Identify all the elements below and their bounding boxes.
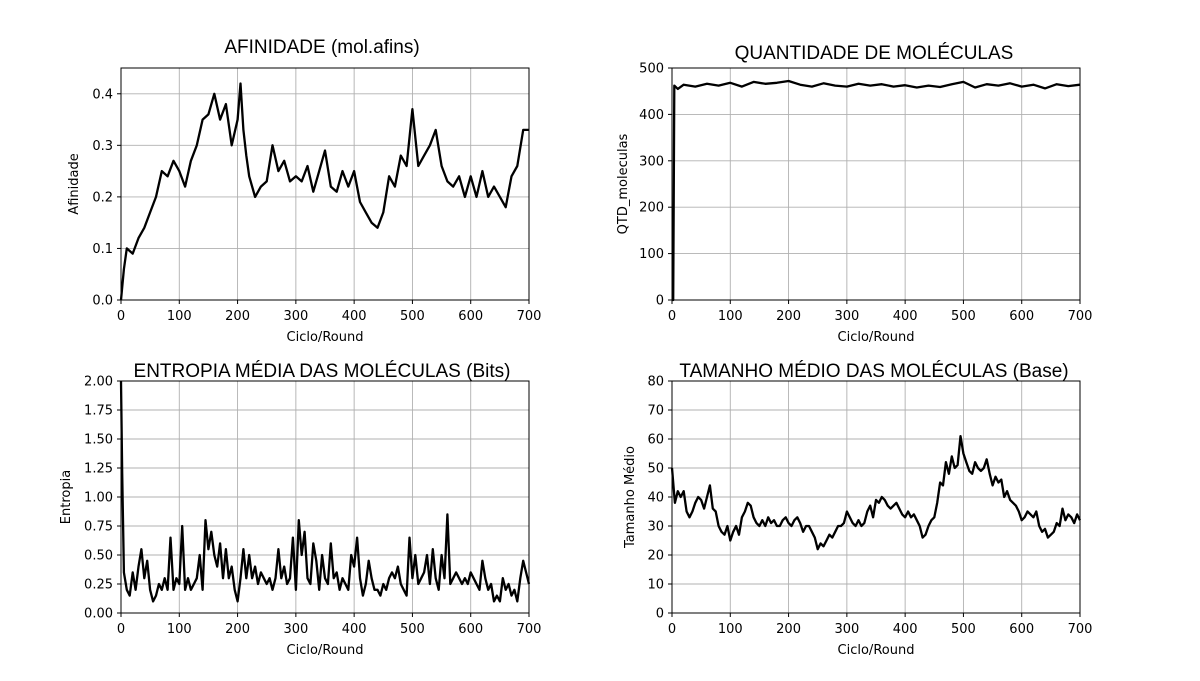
x-tick-label: 600 xyxy=(1009,309,1034,324)
y-tick-label: 0.50 xyxy=(84,549,113,564)
panel-title: QUANTIDADE DE MOLÉCULAS xyxy=(735,43,1014,64)
y-tick-label: 0.0 xyxy=(92,294,113,309)
y-tick-label: 100 xyxy=(639,247,664,262)
x-tick-label: 700 xyxy=(517,309,542,324)
panel-afinidade: AFINIDADE (mol.afins) 0 100 200 300 400 500 60… xyxy=(67,37,541,345)
x-tick-label: 100 xyxy=(718,622,743,637)
x-tick-label: 0 xyxy=(668,622,676,637)
x-tick-label: 200 xyxy=(225,309,250,324)
x-tick-label: 0 xyxy=(117,622,125,637)
y-tick-label: 10 xyxy=(647,578,664,593)
data-series-line xyxy=(672,79,1081,302)
x-tick-label: 400 xyxy=(342,622,367,637)
x-tick-label: 600 xyxy=(1009,622,1034,637)
x-tick-label: 600 xyxy=(458,622,483,637)
x-tick-label: 700 xyxy=(517,622,542,637)
y-tick-label: 0.00 xyxy=(84,607,113,622)
y-tick-label: 20 xyxy=(647,549,664,564)
x-axis-label: Ciclo/Round xyxy=(838,330,915,345)
x-tick-label: 500 xyxy=(951,622,976,637)
x-tick-label: 600 xyxy=(458,309,483,324)
x-tick-label: 200 xyxy=(225,622,250,637)
y-tick-label: 60 xyxy=(647,433,664,448)
x-axis-label: Ciclo/Round xyxy=(287,330,364,345)
y-tick-label: 40 xyxy=(647,491,664,506)
panel-title: ENTROPIA MÉDIA DAS MOLÉCULAS (Bits) xyxy=(134,361,511,382)
y-tick-label: 0 xyxy=(656,294,664,309)
y-tick-label: 1.00 xyxy=(84,491,113,506)
plot-frame xyxy=(671,67,1081,301)
y-tick-label: 1.50 xyxy=(84,433,113,448)
y-tick-label: 0 xyxy=(656,607,664,622)
x-axis-label: Ciclo/Round xyxy=(287,643,364,658)
plot-frame xyxy=(671,380,1081,614)
y-tick-label: 200 xyxy=(639,201,664,216)
x-tick-label: 300 xyxy=(834,309,859,324)
x-tick-label: 100 xyxy=(167,309,192,324)
y-tick-label: 50 xyxy=(647,462,664,477)
y-tick-label: 80 xyxy=(647,375,664,390)
panel-title: AFINIDADE (mol.afins) xyxy=(224,37,419,58)
plot-area: 0 100 200 300 400 500 600 700 0 10 20 30 40 50 60 70 80 xyxy=(647,375,1092,638)
plot-frame xyxy=(120,380,530,614)
x-tick-label: 0 xyxy=(117,309,125,324)
y-axis-label: Tamanho Médio xyxy=(623,446,638,549)
data-series-line xyxy=(119,380,531,603)
y-tick-label: 70 xyxy=(647,404,664,419)
x-tick-label: 100 xyxy=(167,622,192,637)
data-series-line xyxy=(670,434,1082,551)
y-tick-label: 400 xyxy=(639,108,664,123)
x-tick-label: 500 xyxy=(951,309,976,324)
x-tick-label: 700 xyxy=(1068,309,1093,324)
y-tick-label: 0.4 xyxy=(92,87,113,102)
y-axis-label: Afinidade xyxy=(67,153,82,214)
plot-area: 0 100 200 300 400 500 600 700 0.00 0.25 0.50 0.75 1.… xyxy=(84,375,541,638)
y-axis-label: Entropia xyxy=(59,470,74,524)
x-tick-label: 300 xyxy=(283,622,308,637)
y-axis-label: QTD_moleculas xyxy=(616,133,631,234)
y-tick-label: 1.25 xyxy=(84,462,113,477)
x-tick-label: 200 xyxy=(776,309,801,324)
panel-title: TAMANHO MÉDIO DAS MOLÉCULAS (Base) xyxy=(679,361,1068,382)
x-tick-label: 500 xyxy=(400,622,425,637)
x-tick-label: 700 xyxy=(1068,622,1093,637)
panel-quantidade: QUANTIDADE DE MOLÉCULAS 0 100 200 300 400 500… xyxy=(616,43,1092,345)
x-axis-label: Ciclo/Round xyxy=(838,643,915,658)
y-tick-label: 0.75 xyxy=(84,520,113,535)
y-tick-label: 1.75 xyxy=(84,404,113,419)
y-tick-label: 500 xyxy=(639,62,664,77)
x-tick-label: 200 xyxy=(776,622,801,637)
y-tick-label: 0.3 xyxy=(92,139,113,154)
plot-area: 0 100 200 300 400 500 600 700 0.0 0.1 0.2 0.3 0.4 xyxy=(92,67,542,324)
panel-entropia: ENTROPIA MÉDIA DAS MOLÉCULAS (Bits) 0 100… xyxy=(59,361,541,658)
x-tick-label: 400 xyxy=(893,309,918,324)
x-tick-label: 300 xyxy=(834,622,859,637)
x-tick-label: 400 xyxy=(342,309,367,324)
data-series-line xyxy=(119,82,529,301)
x-tick-label: 100 xyxy=(718,309,743,324)
x-tick-label: 400 xyxy=(893,622,918,637)
y-tick-label: 0.2 xyxy=(92,190,113,205)
y-tick-label: 0.1 xyxy=(92,242,113,257)
plot-area: 0 100 200 300 400 500 600 700 0 100 200 300 400 500 xyxy=(639,62,1092,325)
y-tick-label: 300 xyxy=(639,154,664,169)
x-tick-label: 300 xyxy=(283,309,308,324)
y-tick-label: 30 xyxy=(647,520,664,535)
x-tick-label: 500 xyxy=(400,309,425,324)
x-tick-label: 0 xyxy=(668,309,676,324)
panel-tamanho: TAMANHO MÉDIO DAS MOLÉCULAS (Base) 0 100 2… xyxy=(623,361,1092,658)
y-tick-label: 0.25 xyxy=(84,578,113,593)
y-tick-label: 2.00 xyxy=(84,375,113,390)
plot-frame xyxy=(120,67,530,301)
